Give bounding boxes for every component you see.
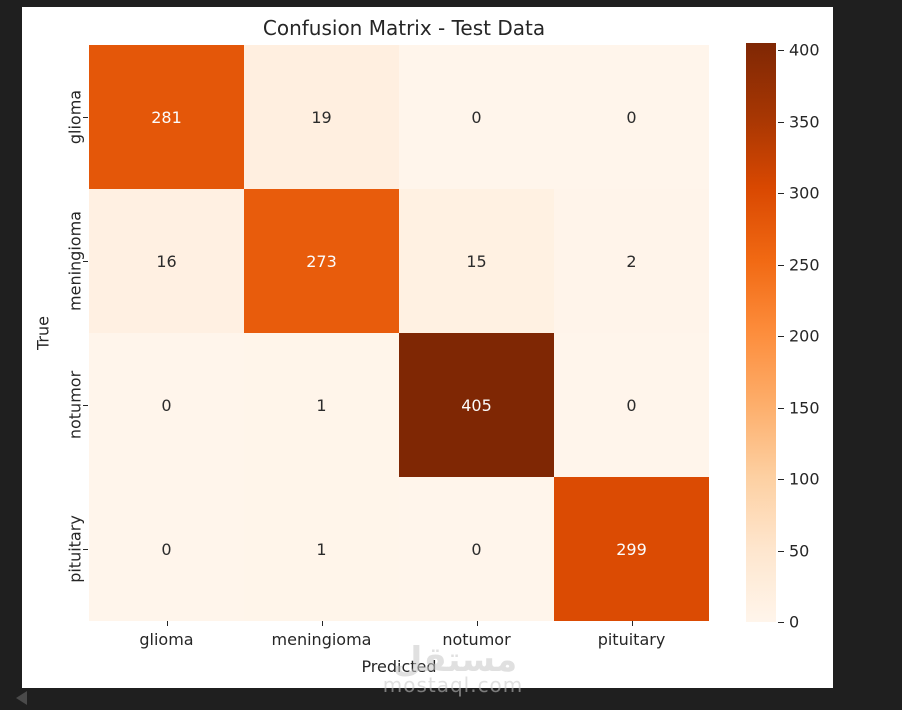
x-tick-label-glioma: glioma (139, 630, 194, 649)
heatmap-cell-glioma-pituitary: 0 (554, 45, 709, 189)
heatmap-cell-glioma-glioma: 281 (89, 45, 244, 189)
colorbar-tick-label-350: 350 (789, 112, 820, 132)
chart-title: Confusion Matrix - Test Data (262, 16, 546, 40)
colorbar-tick (778, 121, 784, 123)
heatmap-cell-pituitary-glioma: 0 (89, 477, 244, 621)
colorbar-tick (778, 479, 784, 481)
colorbar-tick-label-300: 300 (789, 183, 820, 203)
x-axis-label: Predicted (361, 657, 437, 676)
heatmap-cell-glioma-notumor: 0 (399, 45, 554, 189)
colorbar-gradient (746, 43, 776, 622)
heatmap-cell-notumor-notumor: 405 (399, 333, 554, 477)
heatmap-cell-pituitary-notumor: 0 (399, 477, 554, 621)
colorbar-tick-label-200: 200 (789, 326, 820, 346)
y-axis-label: True (33, 316, 53, 350)
y-tick-label-notumor: notumor (65, 370, 85, 440)
x-axis-tick (631, 621, 633, 626)
x-axis-tick (321, 621, 323, 626)
x-tick-label-notumor: notumor (442, 630, 511, 649)
colorbar-tick (778, 50, 784, 52)
y-axis-tick (83, 405, 88, 406)
heatmap-cell-meningioma-meningioma: 273 (244, 189, 399, 333)
matplotlib-figure: Confusion Matrix - Test Data 281 19 0 0 16 27… (22, 7, 833, 697)
x-axis-tick (166, 621, 168, 626)
y-tick-label-glioma: glioma (65, 89, 85, 145)
colorbar-tick-label-50: 50 (789, 541, 810, 561)
colorbar-tick-label-400: 400 (789, 40, 820, 60)
heatmap-cell-notumor-meningioma: 1 (244, 333, 399, 477)
y-tick-label-pituitary: pituitary (65, 515, 85, 583)
colorbar-tick-label-100: 100 (789, 469, 820, 489)
heatmap-cell-meningioma-pituitary: 2 (554, 189, 709, 333)
heatmap-cell-notumor-glioma: 0 (89, 333, 244, 477)
confusion-matrix-heatmap: 281 19 0 0 16 273 15 2 0 1 405 0 0 1 0 299 (89, 45, 709, 621)
y-axis-tick (83, 549, 88, 550)
y-axis-tick (83, 261, 88, 262)
previous-image-arrow-icon[interactable] (16, 691, 27, 705)
colorbar-tick-label-250: 250 (789, 255, 820, 275)
x-tick-label-meningioma: meningioma (271, 630, 372, 649)
x-axis-tick (476, 621, 478, 626)
colorbar-tick (778, 336, 784, 338)
heatmap-cell-glioma-meningioma: 19 (244, 45, 399, 189)
heatmap-cell-meningioma-glioma: 16 (89, 189, 244, 333)
x-tick-label-pituitary: pituitary (597, 630, 666, 649)
heatmap-cell-pituitary-meningioma: 1 (244, 477, 399, 621)
heatmap-cell-meningioma-notumor: 15 (399, 189, 554, 333)
colorbar-tick (778, 622, 784, 623)
y-tick-label-meningioma: meningioma (65, 211, 85, 311)
heatmap-cell-pituitary-pituitary: 299 (554, 477, 709, 621)
colorbar-tick (778, 550, 784, 552)
mostaql-watermark-domain: mostaql.com (382, 673, 524, 697)
colorbar-tick (778, 193, 784, 195)
y-axis-tick (83, 117, 88, 118)
colorbar-tick-label-0: 0 (789, 612, 800, 632)
heatmap-cell-notumor-pituitary: 0 (554, 333, 709, 477)
colorbar-tick-label-150: 150 (789, 398, 820, 418)
colorbar-tick (778, 264, 784, 266)
colorbar-tick (778, 407, 784, 409)
